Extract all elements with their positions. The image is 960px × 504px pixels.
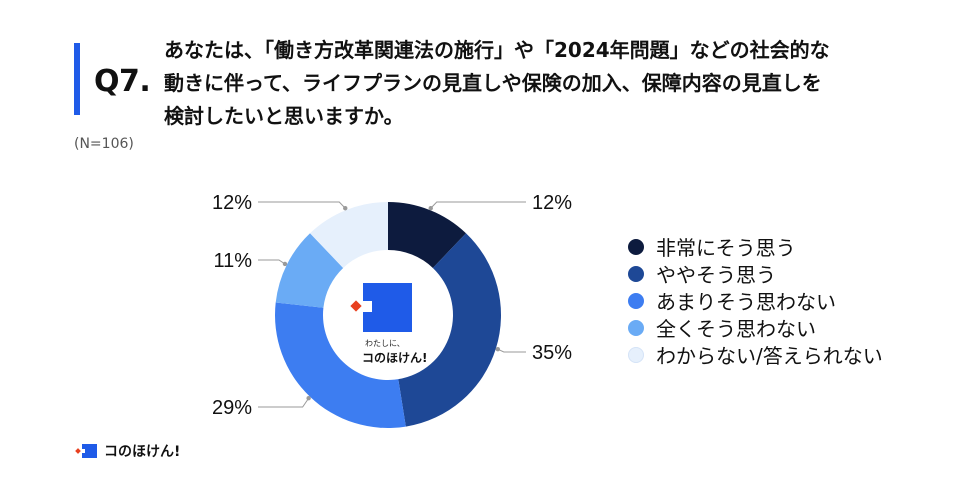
footer-brand-name: コのほけん! (104, 444, 181, 460)
donut-slice-3 (275, 302, 406, 428)
sample-size: (N=106) (74, 136, 134, 152)
legend-swatch-4 (628, 319, 644, 336)
legend-swatch-5 (628, 346, 644, 363)
leader-line-5 (258, 201, 346, 209)
legend-item-3: あまりそう思わない (628, 287, 883, 314)
legend-label-5: わからない/答えられない (656, 344, 883, 368)
leader-line-3 (258, 397, 310, 408)
legend-swatch-3 (628, 292, 644, 309)
footer-logo-mark (75, 444, 97, 458)
leader-line-2 (497, 348, 526, 353)
center-logo-tagline: わたしに、 (365, 339, 405, 348)
donut-slice-2 (398, 233, 501, 427)
leader-line-1 (430, 201, 526, 209)
center-logo-white-notch (363, 301, 372, 312)
legend-swatch-1 (628, 238, 644, 255)
chart-leader-lines (258, 201, 526, 408)
center-brand-logo: わたしに、 コのほけん! (350, 283, 427, 365)
donut-slice-1 (388, 202, 466, 268)
question-accent-bar (74, 43, 80, 115)
legend-item-1: 非常にそう思う (628, 233, 883, 260)
question-line-3: 検討したいと思いますか。 (164, 104, 404, 128)
chart-legend: 非常にそう思う ややそう思うあまりそう思わない 全くそう思わないわからない/答えられ… (628, 233, 883, 368)
legend-item-4: 全くそう思わない (628, 314, 883, 341)
question-number: Q7. (94, 64, 151, 99)
data-label-5: 12% (212, 192, 252, 214)
legend-label-1: 非常にそう思う (656, 236, 796, 260)
leader-line-4 (258, 259, 286, 265)
data-label-1: 12% (532, 192, 572, 214)
center-logo-red-diamond (350, 300, 362, 312)
question-line-2: 動きに伴って、ライフプランの見直しや保険の加入、保障内容の見直しを (164, 71, 822, 95)
data-label-2: 35% (532, 342, 572, 364)
leader-dot-2 (495, 346, 501, 352)
legend-item-2: ややそう思う (628, 260, 883, 287)
legend-label-4: 全くそう思わない (656, 317, 816, 341)
question-text: あなたは、「働き方改革関連法の施行」や「2024年問題」などの社会的な 動きに伴… (164, 34, 934, 133)
legend-item-5: わからない/答えられない (628, 341, 883, 368)
chart-slices (275, 202, 501, 428)
legend-label-3: あまりそう思わない (656, 290, 836, 314)
chart-value-labels: 12% 35% 29% 11% 12% (212, 192, 572, 419)
center-logo-name: コのほけん! (362, 351, 427, 365)
donut-slice-5 (310, 202, 388, 268)
legend-label-2: ややそう思う (656, 263, 776, 287)
question-line-1: あなたは、「働き方改革関連法の施行」や「2024年問題」などの社会的な (164, 38, 830, 62)
data-label-3: 29% (212, 397, 252, 419)
donut-slice-4 (275, 233, 344, 308)
legend-swatch-2 (628, 265, 644, 282)
data-label-4: 11% (213, 250, 252, 272)
footer-logo: コのほけん! (74, 441, 180, 461)
